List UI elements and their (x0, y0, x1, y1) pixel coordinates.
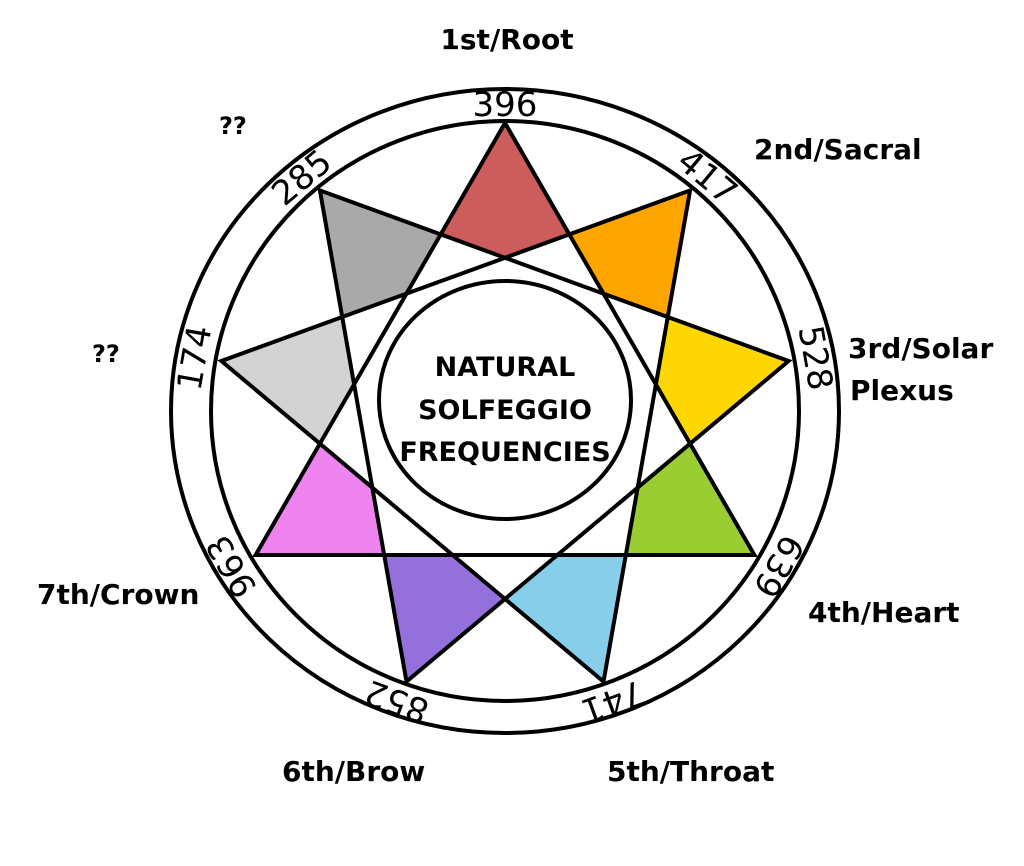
chakra-label-brow: 6th/Brow (282, 755, 425, 788)
star-triangle-1 (252, 118, 758, 557)
chakra-label-solar-plexus-line-2: Plexus (850, 374, 954, 407)
outer-ring (169, 87, 841, 735)
chakra-label-root: 1st/Root (440, 23, 573, 56)
chakra-label-throat: 5th/Throat (607, 755, 774, 788)
star-tip-fill-5 (505, 555, 626, 682)
chakra-label-heart: 4th/Heart (808, 596, 960, 629)
inner-ring (209, 119, 801, 703)
star-tip-fill-1 (440, 123, 570, 258)
center-circle (377, 279, 633, 521)
star-tip-fill-8 (221, 317, 355, 444)
center-title-line-1: NATURAL (435, 352, 576, 383)
chakra-label-unknown-285: ?? (219, 112, 247, 140)
star-tip-fill-3 (655, 317, 789, 444)
chakra-label-unknown-174: ?? (92, 340, 120, 368)
star-tip-fill-6 (384, 555, 505, 682)
chakra-label-crown: 7th/Crown (37, 578, 199, 611)
star-triangle-3 (317, 187, 793, 686)
center-title-line-3: FREQUENCIES (399, 437, 610, 468)
star-triangle-2 (217, 187, 693, 686)
center-title-line-2: SOLFEGGIO (418, 395, 592, 426)
chakra-label-solar-plexus-line-1: 3rd/Solar (848, 332, 993, 365)
star-triangles (217, 118, 793, 686)
frequency-label-1: 396 (473, 85, 538, 125)
chakra-label-sacral: 2nd/Sacral (754, 133, 922, 166)
